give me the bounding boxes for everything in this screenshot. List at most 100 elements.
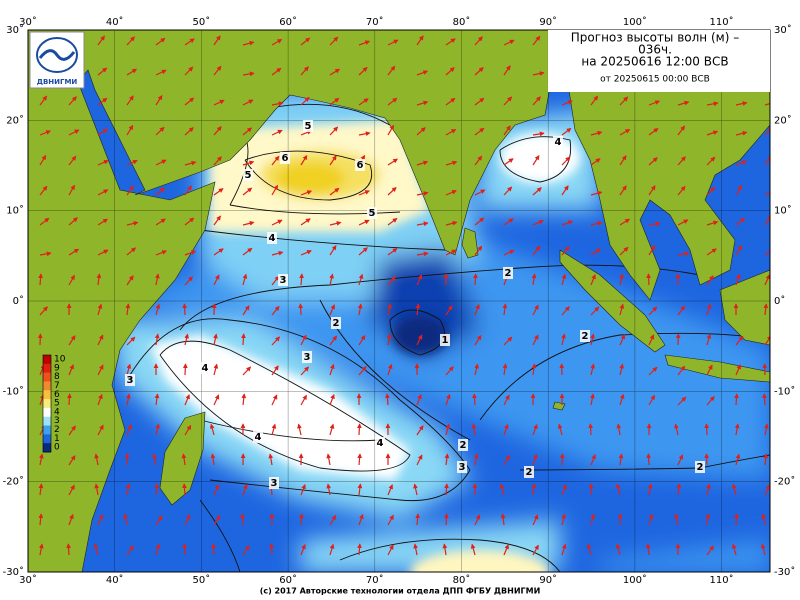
wave-arrow	[385, 393, 390, 406]
wave-arrow	[763, 303, 769, 316]
wave-arrow	[184, 514, 191, 526]
wave-arrow	[445, 220, 458, 226]
wave-arrow	[213, 248, 224, 256]
wave-arrow	[358, 513, 364, 526]
wave-arrow	[619, 363, 624, 376]
wave-arrow	[358, 334, 366, 346]
wave-arrow	[182, 543, 188, 556]
wave-arrow	[532, 304, 539, 316]
lat-label-left: 10˚	[6, 205, 24, 217]
wave-arrow	[532, 131, 545, 137]
wave-arrow	[387, 248, 398, 256]
wave-arrow	[731, 543, 737, 556]
colorbar-label: 1	[54, 434, 60, 444]
colorbar-swatch	[43, 372, 51, 382]
wave-arrow	[242, 71, 255, 77]
wave-arrow	[68, 129, 80, 136]
wave-arrow	[474, 303, 480, 316]
wave-arrow	[125, 303, 131, 316]
wave-arrow	[329, 543, 335, 556]
wave-arrow	[532, 514, 539, 526]
wave-arrow	[503, 186, 513, 196]
wave-arrow	[358, 190, 370, 196]
lon-label-top: 110˚	[710, 16, 734, 28]
wave-arrow	[155, 515, 163, 526]
colorbar-swatch	[43, 434, 51, 444]
wave-arrow	[704, 453, 710, 466]
wave-arrow	[271, 129, 283, 136]
wave-arrow	[300, 366, 310, 376]
contour-label-bg	[375, 437, 385, 449]
wave-arrow	[590, 513, 596, 526]
wave-arrow	[616, 423, 622, 436]
wave-arrow	[445, 67, 455, 76]
wave-arrow	[618, 453, 624, 466]
wave-arrow	[590, 248, 601, 256]
wave-arrow	[677, 185, 686, 196]
contour-label: 3	[304, 352, 311, 363]
colorbar-label: 0	[54, 443, 60, 453]
wave-arrow	[126, 363, 132, 376]
wave-arrow	[182, 363, 188, 376]
wave-arrow	[242, 247, 253, 256]
colorbar-label: 3	[54, 416, 60, 426]
wave-arrow	[445, 38, 456, 46]
wave-direction-arrows	[37, 35, 770, 556]
wave-arrow	[735, 364, 741, 376]
colorbar-label: 8	[54, 372, 60, 382]
wave-arrow	[706, 396, 715, 406]
colorbar-label: 5	[54, 399, 60, 409]
wave-arrow	[125, 483, 131, 496]
wave-arrow	[97, 159, 109, 166]
wave-arrow	[242, 483, 248, 496]
wave-arrow	[474, 217, 485, 226]
wave-arrow	[329, 221, 342, 226]
wave-arrow	[735, 101, 748, 106]
wave-arrow	[648, 185, 656, 196]
wave-arrow	[97, 67, 108, 76]
contour-label: 4	[555, 137, 562, 148]
wave-arrow	[619, 155, 627, 166]
wave-arrow	[416, 100, 429, 106]
wave-arrow	[706, 545, 714, 556]
wave-arrow	[300, 37, 311, 46]
wave-arrow	[474, 514, 481, 526]
wave-arrow	[213, 363, 219, 376]
colorbar-frame	[42, 354, 52, 453]
lat-label-right: 0˚	[774, 295, 785, 307]
wave-arrow	[648, 221, 661, 227]
lat-label-left: 30˚	[6, 24, 24, 36]
wave-arrow	[648, 394, 656, 406]
lon-label-top: 70˚	[366, 16, 384, 28]
wave-arrow	[39, 453, 44, 466]
wave-arrow	[126, 336, 136, 346]
wave-arrow	[213, 188, 224, 196]
wave-arrow	[531, 483, 537, 496]
contour-label: 2	[460, 440, 467, 451]
wave-arrow	[648, 334, 655, 346]
wave-arrow	[761, 513, 766, 526]
lat-label-left: -30˚	[3, 566, 24, 578]
wave-arrow	[590, 274, 596, 286]
wave-arrow	[68, 513, 74, 526]
wave-arrow	[499, 483, 505, 496]
wave-arrow	[532, 155, 540, 166]
wave-arrow	[677, 305, 686, 316]
wave-arrow	[300, 66, 309, 76]
wave-arrow	[271, 423, 277, 436]
wave-arrow	[532, 334, 539, 346]
wave-arrow	[764, 126, 770, 136]
wave-arrow	[442, 543, 448, 556]
wave-arrow	[68, 217, 78, 226]
wave-arrow	[561, 333, 566, 346]
contour-label: 2	[333, 318, 340, 329]
wave-arrow	[357, 543, 362, 556]
wave-arrow	[764, 247, 770, 256]
wave-arrow	[271, 250, 284, 256]
wave-arrow	[503, 249, 515, 256]
contour-label-bg	[278, 274, 288, 286]
wave-arrow	[271, 101, 284, 107]
wave-arrow	[704, 423, 710, 436]
lon-label-top: 40˚	[106, 16, 124, 28]
wave-arrow	[561, 156, 571, 166]
